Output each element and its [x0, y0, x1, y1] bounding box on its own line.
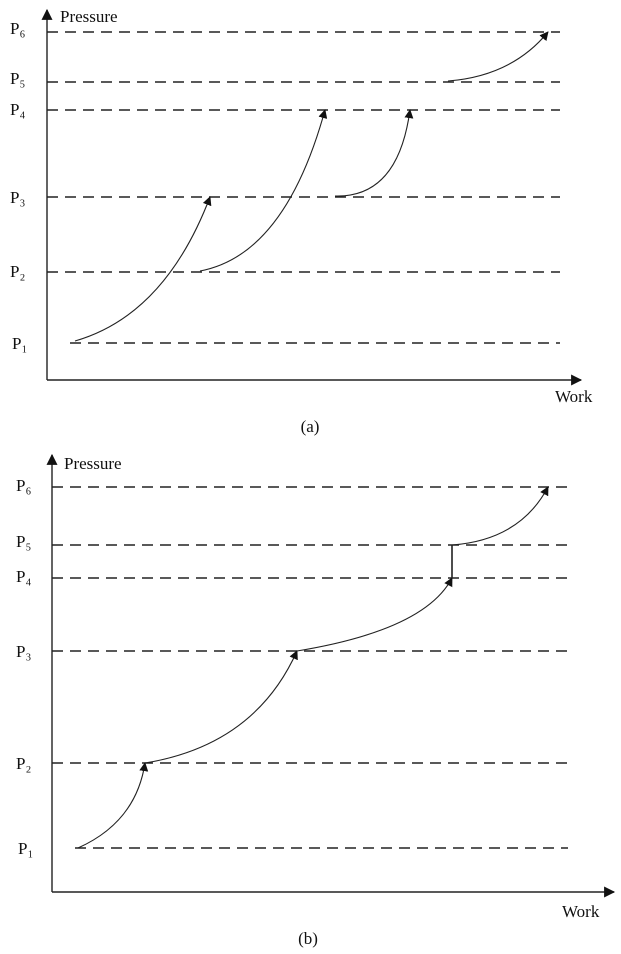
caption: (a) — [301, 417, 320, 436]
transition-curve — [334, 109, 414, 197]
transition-curve — [296, 577, 453, 652]
level-label: P₄ — [10, 100, 25, 119]
transition-curve — [447, 31, 549, 82]
level-label: P₃ — [16, 642, 31, 661]
level-label: P₅ — [16, 532, 31, 551]
y-axis-label: Pressure — [64, 454, 122, 473]
transition-curve — [451, 486, 549, 546]
y-axis-label: Pressure — [60, 7, 118, 26]
transition-curve — [77, 762, 149, 849]
level-label: P₂ — [16, 754, 31, 773]
x-axis-label: Work — [555, 387, 593, 406]
level-label: P₄ — [16, 567, 31, 586]
x-axis-label: Work — [562, 902, 600, 921]
transition-curve — [199, 109, 328, 272]
level-label: P₁ — [12, 334, 27, 353]
transition-curve — [74, 196, 212, 342]
level-label: P₆ — [16, 476, 31, 495]
panel-b: Pressure Work (b) P₁ P₂ P₃ P₄ P₅ P₆ — [16, 453, 616, 948]
level-label: P₅ — [10, 69, 25, 88]
level-label: P₃ — [10, 188, 25, 207]
level-label: P₂ — [10, 262, 25, 281]
level-label: P₆ — [10, 19, 25, 38]
caption: (b) — [298, 929, 318, 948]
level-label: P₁ — [18, 839, 33, 858]
transition-curve — [144, 650, 298, 764]
panel-a: Pressure Work (a) P₁ P₂ P₃ P₄ P₅ P₆ — [10, 7, 593, 436]
